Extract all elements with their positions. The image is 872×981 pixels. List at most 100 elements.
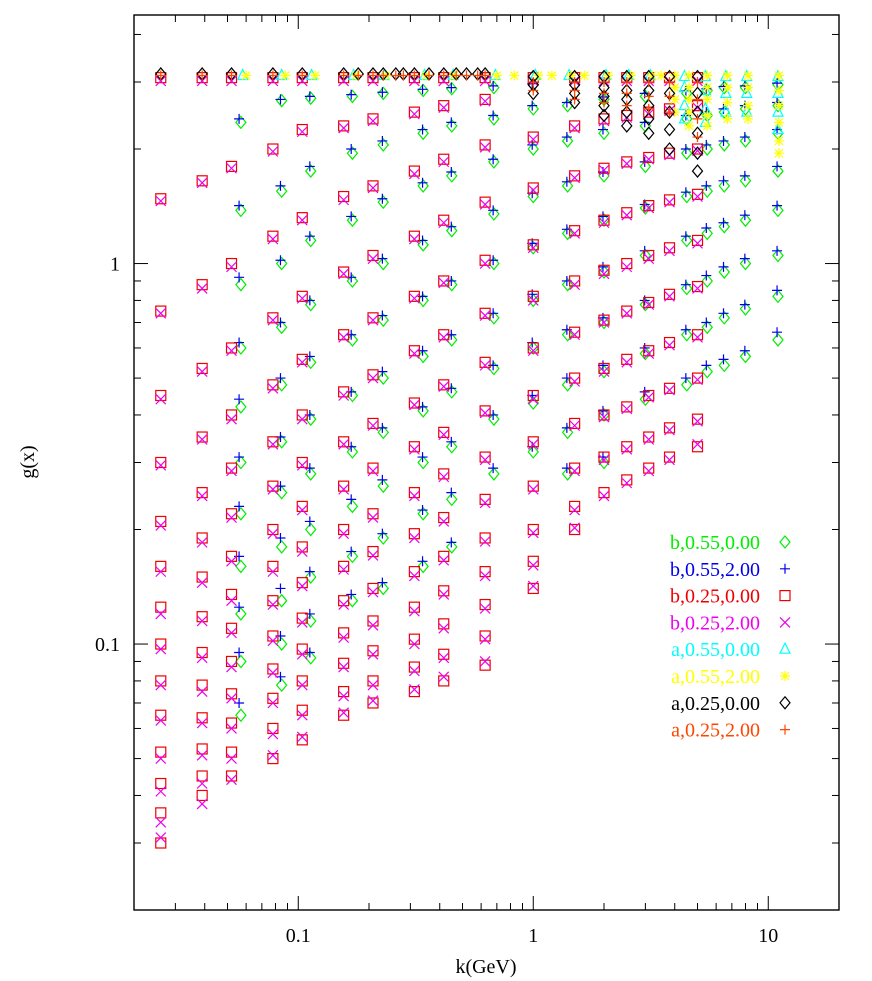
- data-point: [226, 75, 237, 87]
- data-point: [155, 753, 167, 765]
- data-point: [527, 182, 539, 194]
- data-point: [296, 75, 308, 87]
- data-point: [663, 451, 676, 463]
- data-point: [267, 599, 279, 610]
- data-point: [296, 504, 308, 516]
- data-point: [479, 630, 491, 642]
- data-point: [438, 471, 450, 483]
- data-point: [527, 293, 540, 308]
- data-point: [338, 599, 350, 610]
- data-point: [479, 93, 491, 106]
- data-point: [680, 111, 693, 126]
- data-point: [338, 266, 350, 278]
- legend-label: b,0.25,2.00: [670, 612, 760, 634]
- data-point: [663, 194, 676, 206]
- data-point: [377, 479, 390, 494]
- data-point: [722, 113, 733, 124]
- data-point: [296, 709, 308, 721]
- data-point: [597, 124, 608, 135]
- data-point: [267, 314, 279, 326]
- data-point: [621, 209, 633, 221]
- data-point: [680, 281, 693, 296]
- data-point: [569, 275, 581, 287]
- data-point: [699, 83, 712, 96]
- data-point: [772, 161, 783, 172]
- data-point: [701, 320, 714, 335]
- data-point: [479, 95, 491, 107]
- data-point: [701, 270, 712, 281]
- data-point: [772, 104, 784, 117]
- data-point: [598, 162, 610, 174]
- data-point: [739, 132, 750, 143]
- data-point: [304, 570, 317, 584]
- data-point: [643, 151, 655, 164]
- data-point: [663, 382, 676, 394]
- data-point: [310, 70, 321, 81]
- data-point: [304, 91, 315, 102]
- data-point: [417, 126, 429, 141]
- data-point: [479, 75, 491, 87]
- data-point: [438, 675, 450, 687]
- data-point: [296, 456, 308, 469]
- data-point: [446, 117, 457, 128]
- data-point: [338, 661, 350, 673]
- data-point: [275, 320, 288, 335]
- data-point: [267, 75, 279, 87]
- data-point: [445, 168, 458, 183]
- data-point: [739, 173, 752, 188]
- data-point: [446, 82, 457, 93]
- data-point: [367, 508, 379, 520]
- data-point: [408, 601, 420, 613]
- data-point: [408, 665, 420, 677]
- data-point: [722, 70, 733, 81]
- data-point: [275, 93, 288, 108]
- data-point: [338, 190, 350, 203]
- data-point: [598, 265, 610, 279]
- series-8: [155, 70, 703, 143]
- data-point: [338, 627, 350, 639]
- data-point: [598, 268, 610, 280]
- data-point: [702, 120, 713, 131]
- data-point: [691, 146, 704, 161]
- data-point: [346, 494, 357, 505]
- legend: b,0.55,0.00 b,0.55,2.00 b,0.25,0.00 b,0.25,…: [670, 532, 791, 742]
- data-point: [408, 570, 420, 582]
- data-point: [155, 601, 167, 613]
- data-point: [684, 70, 695, 81]
- data-point: [338, 70, 349, 81]
- data-point: [338, 632, 350, 643]
- data-point: [663, 336, 676, 349]
- data-point: [598, 366, 610, 378]
- data-point: [338, 685, 350, 698]
- legend-label: b,0.25,0.00: [670, 586, 760, 608]
- data-point: [527, 559, 539, 571]
- data-point: [598, 214, 610, 226]
- data-point: [621, 100, 632, 111]
- data-point: [691, 329, 704, 341]
- data-point: [772, 78, 783, 89]
- data-point: [479, 454, 491, 466]
- data-point: [739, 345, 750, 356]
- data-point: [296, 126, 308, 138]
- data-point: [527, 444, 540, 459]
- data-point: [225, 746, 238, 758]
- data-point: [479, 493, 491, 505]
- data-point: [338, 438, 350, 450]
- data-point: [367, 462, 379, 474]
- data-point: [639, 386, 650, 397]
- data-point: [527, 240, 540, 255]
- data-point: [155, 832, 167, 844]
- data-point: [367, 512, 379, 523]
- data-point: [678, 111, 691, 124]
- data-point: [621, 356, 633, 368]
- data-point: [196, 532, 208, 544]
- data-point: [225, 655, 238, 668]
- data-point: [304, 295, 315, 306]
- data-point: [643, 200, 655, 212]
- data-point: [772, 164, 784, 179]
- data-point: [377, 422, 388, 433]
- data-point: [368, 70, 379, 81]
- data-point: [267, 379, 279, 391]
- data-point: [479, 633, 491, 645]
